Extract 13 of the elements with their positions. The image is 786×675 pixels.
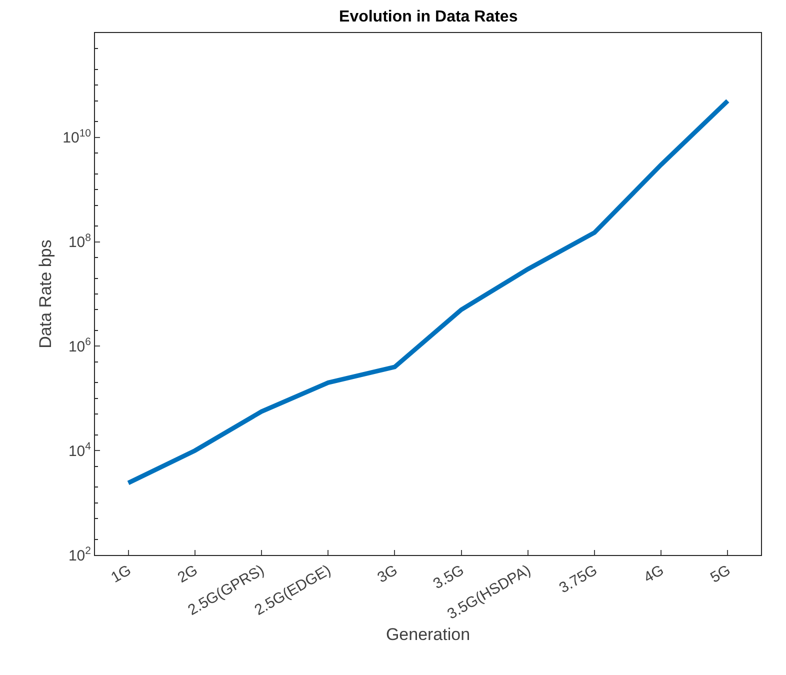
x-tick-label: 5G	[708, 562, 734, 586]
x-axis-title: Generation	[386, 625, 470, 644]
chart-title: Evolution in Data Rates	[339, 8, 518, 26]
y-tick-label: 10$^{4}$	[68, 440, 92, 460]
line-series	[126, 98, 730, 486]
x-tick-label: 4G	[641, 562, 667, 586]
y-tick-label: 10$^{8}$	[68, 232, 92, 252]
x-tick-label: 1G	[108, 562, 134, 586]
x-tick-label: 3G	[374, 562, 400, 586]
y-tick-label: 10$^{10}$	[62, 127, 92, 147]
y-tick-label: 10$^{6}$	[68, 336, 92, 356]
y-axis-title: Data Rate bps	[36, 240, 55, 348]
y-tick-label: 10$^{2}$	[68, 544, 92, 564]
